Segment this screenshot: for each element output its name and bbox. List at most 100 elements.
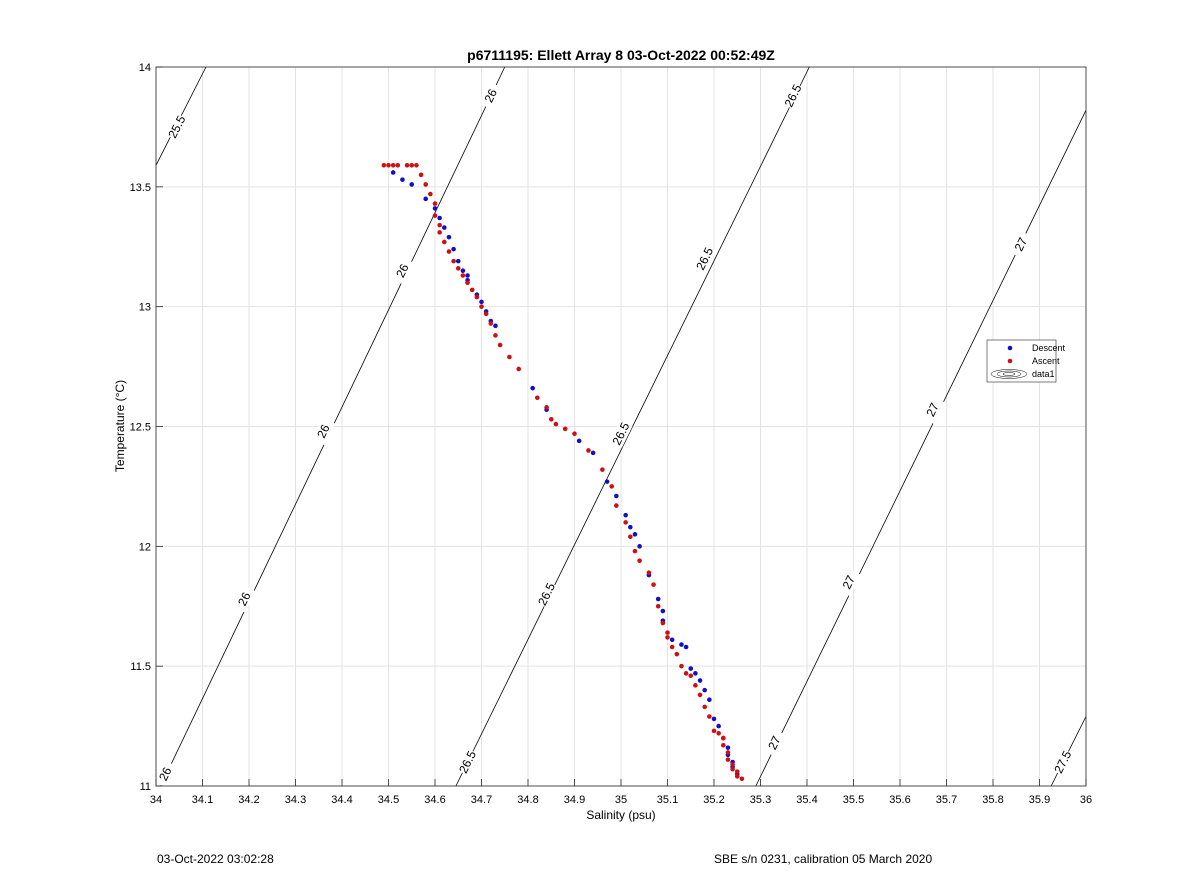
descent-point: [628, 524, 633, 530]
contour-label-bg: [153, 760, 177, 788]
x-tick-label: 34.3: [285, 794, 306, 806]
footer-sensor-info: SBE s/n 0231, calibration 05 March 2020: [714, 852, 933, 866]
descent-point: [604, 479, 610, 484]
contour-label: 26: [235, 590, 254, 608]
ascent-point: [483, 311, 489, 317]
x-tick-label: 34.4: [331, 794, 352, 806]
ascent-point: [544, 405, 549, 410]
y-tick-label: 14: [139, 62, 151, 74]
ascent-point: [730, 766, 735, 772]
ascent-point: [409, 162, 415, 168]
contour-label-bg: [455, 748, 480, 776]
ascent-point: [669, 644, 675, 650]
ascent-point: [535, 395, 540, 401]
legend-descent-marker: [1007, 345, 1013, 351]
footer-timestamp: 03-Oct-2022 03:02:28: [157, 852, 274, 866]
x-tick-label: 34.8: [517, 794, 538, 806]
ascent-point: [725, 757, 731, 762]
ascent-point: [707, 714, 712, 719]
descent-point: [679, 642, 684, 647]
isopycnal-contours: 25.5262626262626.526.526.526.526.5272727…: [153, 66, 1087, 788]
ascent-point: [646, 570, 652, 575]
x-tick-label: 35.7: [936, 794, 957, 806]
descent-point: [590, 450, 596, 456]
ascent-point: [725, 750, 731, 755]
chart-title: p6711195: Ellett Array 8 03-Oct-2022 00:…: [467, 47, 775, 63]
descent-point: [455, 258, 461, 264]
ascent-point: [665, 635, 670, 640]
ascent-point: [381, 162, 387, 168]
legend-ascent-label: Ascent: [1032, 356, 1060, 366]
contour-label-bg: [837, 568, 861, 597]
ascent-point: [628, 534, 633, 540]
x-tick-label: 34.7: [471, 794, 492, 806]
descent-point: [725, 745, 731, 750]
descent-point: [623, 512, 628, 518]
x-axis-ticks: 34 34.1 34.2 34.3 34.4 34.5 34.6 34.7 34.8 34.9 35…: [150, 779, 1092, 806]
ascent-point: [572, 431, 577, 436]
contour-label-bg: [232, 585, 256, 613]
ascent-point: [655, 603, 661, 609]
y-axis-ticks: 11 11.5 12 12.5 13 13.5 14: [130, 62, 163, 793]
contour-label-bg: [781, 81, 805, 110]
descent-point: [702, 687, 707, 693]
x-tick-label: 35.8: [982, 794, 1003, 806]
contour-label: 26: [393, 261, 412, 279]
descent-point: [451, 246, 456, 252]
descent-point: [688, 666, 694, 671]
descent-point: [442, 225, 447, 230]
contour-label: 27: [840, 573, 859, 591]
ascent-point: [674, 651, 680, 657]
ascent-point: [711, 728, 717, 734]
contour-label-bg: [609, 419, 633, 448]
ascent-point: [418, 172, 424, 178]
descent-point: [409, 182, 415, 187]
y-tick-label: 13: [139, 302, 151, 314]
legend: Descent Ascent data1: [986, 339, 1066, 383]
descent-point: [460, 268, 466, 274]
descent-point: [390, 170, 396, 175]
ascent-point: [437, 230, 442, 235]
descent-point: [432, 206, 438, 211]
x-tick-label: 35.3: [750, 794, 771, 806]
descent-point: [400, 177, 405, 182]
y-tick-label: 12.5: [130, 422, 151, 434]
y-tick-label: 11: [140, 781, 151, 793]
data-points: [381, 162, 745, 782]
x-tick-label: 35.1: [657, 794, 678, 806]
ascent-point: [460, 273, 466, 278]
y-tick-label: 11.5: [130, 661, 151, 673]
contour-label: 27: [765, 734, 784, 752]
x-tick-label: 36: [1080, 794, 1092, 806]
contour-label-bg: [920, 395, 945, 424]
descent-point: [446, 234, 452, 240]
x-tick-label: 35.5: [843, 794, 864, 806]
legend-descent-label: Descent: [1032, 343, 1066, 353]
ascent-point: [446, 249, 452, 254]
legend-box: [986, 339, 1057, 383]
descent-point: [716, 723, 721, 729]
ascent-point: [390, 162, 396, 168]
x-tick-label: 35: [615, 794, 627, 806]
x-tick-label: 35.4: [796, 794, 817, 806]
y-tick-label: 12: [139, 541, 151, 553]
contour-label-bg: [311, 417, 335, 446]
ascent-point: [614, 503, 619, 508]
contour-label-bg: [479, 81, 503, 110]
descent-point: [693, 671, 698, 676]
ascent-point: [637, 558, 642, 564]
descent-point: [437, 215, 442, 221]
legend-data1-label: data1: [1032, 369, 1055, 379]
descent-point: [632, 532, 638, 537]
ascent-point: [414, 162, 419, 168]
x-tick-label: 35.9: [1029, 794, 1050, 806]
ascent-point: [423, 182, 429, 187]
isopycnal-line-26.5: [455, 66, 810, 787]
descent-point: [683, 644, 689, 650]
ascent-point: [623, 520, 628, 525]
ascent-point: [451, 258, 456, 264]
ascent-point: [516, 366, 521, 372]
isopycnal-line-27.5: [1050, 716, 1087, 787]
ascent-point: [465, 280, 470, 286]
isopycnal-line-27: [755, 109, 1087, 787]
